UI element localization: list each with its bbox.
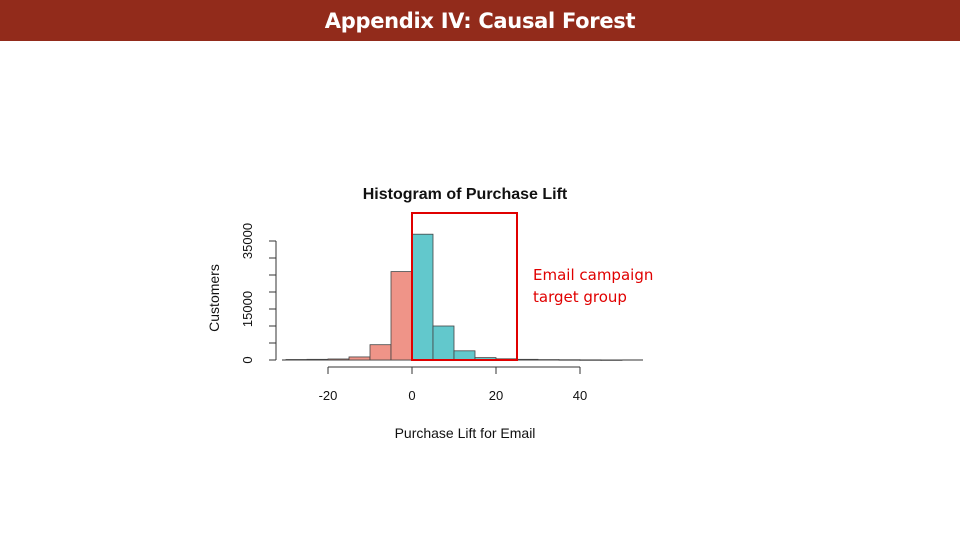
- target-group-box: [411, 212, 518, 361]
- histogram-bar: [516, 358, 539, 361]
- annotation-line-2: target group: [533, 288, 627, 306]
- slide-title: Appendix IV: Causal Forest: [324, 8, 636, 33]
- y-tick-label: 0: [240, 356, 255, 363]
- y-tick-label: 15000: [240, 291, 255, 327]
- histogram-bar: [579, 359, 602, 361]
- x-tick-label: 0: [408, 388, 415, 403]
- histogram-bar: [348, 356, 371, 361]
- histogram-bar: [306, 358, 329, 361]
- histogram-bar: [558, 359, 581, 361]
- y-axis-label: Customers: [206, 264, 222, 332]
- y-tick-label: 35000: [240, 223, 255, 259]
- histogram-bar: [285, 359, 308, 361]
- annotation-line-1: Email campaign: [533, 266, 654, 284]
- histogram-bar: [369, 344, 392, 361]
- x-tick-label: -20: [319, 388, 338, 403]
- histogram-bar: [600, 359, 623, 361]
- histogram-bar: [537, 359, 560, 361]
- histogram-bar: [327, 358, 350, 361]
- histogram-bar: [432, 325, 455, 361]
- x-tick-label: 40: [573, 388, 587, 403]
- x-axis-label: Purchase Lift for Email: [395, 425, 536, 441]
- slide-title-bar: Appendix IV: Causal Forest: [0, 0, 960, 41]
- chart-title: Histogram of Purchase Lift: [363, 186, 568, 203]
- x-tick-label: 20: [489, 388, 503, 403]
- target-group-annotation: Email campaign target group: [533, 264, 653, 308]
- histogram-bar: [390, 271, 413, 361]
- histogram-bar: [453, 350, 476, 361]
- histogram-bar: [411, 233, 434, 361]
